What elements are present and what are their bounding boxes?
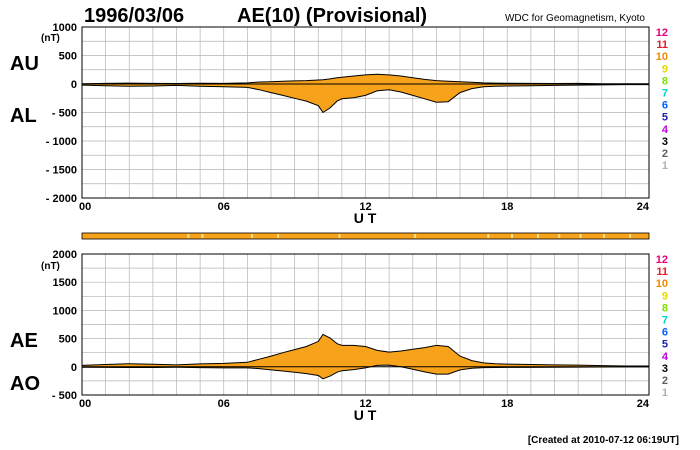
station-count-10: 10	[656, 278, 668, 290]
y-axis-top: 1000 500 0 - 500 - 1000 - 1500 - 2000	[46, 22, 77, 205]
station-count-9: 9	[662, 290, 668, 302]
station-count-8: 8	[662, 75, 668, 87]
station-count-7: 7	[662, 88, 668, 100]
station-count-11: 11	[656, 39, 668, 51]
y-tick-label: - 1000	[46, 136, 77, 148]
ao-label: AO	[10, 373, 40, 395]
y-tick-label: 2000	[53, 249, 77, 261]
y-tick-label: 500	[59, 51, 77, 63]
al-label: AL	[10, 105, 37, 127]
y-tick-label: - 500	[52, 390, 77, 402]
station-count-2: 2	[662, 375, 668, 387]
station-count-1: 1	[662, 160, 668, 172]
station-count-7: 7	[662, 315, 668, 327]
y-tick-label: 1000	[53, 22, 77, 34]
source-label: WDC for Geomagnetism, Kyoto	[505, 13, 645, 24]
station-count-6: 6	[662, 100, 668, 112]
station-count-12: 12	[656, 254, 668, 266]
x-tick-label: 24	[637, 201, 650, 213]
station-count-8: 8	[662, 302, 668, 314]
x-axis-top: 00 06 12 18 24	[79, 201, 650, 213]
created-timestamp: [Created at 2010-07-12 06:19UT]	[528, 435, 679, 446]
plot-frame-top	[81, 26, 650, 199]
y-tick-label: 1500	[53, 277, 77, 289]
station-count-1: 1	[662, 387, 668, 399]
ae-label: AE	[10, 330, 38, 352]
x-tick-label: 00	[79, 398, 91, 410]
ae-ao-plot	[81, 333, 649, 380]
plot-frame-bottom	[81, 253, 650, 396]
x-tick-label: 12	[359, 398, 371, 410]
station-count-3: 3	[662, 136, 668, 148]
station-count-12: 12	[656, 27, 668, 39]
series-line-ae	[81, 333, 649, 367]
station-count-5: 5	[662, 112, 668, 124]
series-line-ao	[81, 364, 649, 380]
y-tick-label: 0	[71, 362, 77, 374]
y-tick-label: 0	[71, 79, 77, 91]
station-count-2: 2	[662, 148, 668, 160]
station-count-9: 9	[662, 63, 668, 75]
date-title: 1996/03/06	[84, 5, 184, 27]
x-axis-bottom: 00 06 12 18 24	[79, 398, 650, 410]
y-tick-label: - 1500	[46, 165, 77, 177]
station-count-3: 3	[662, 363, 668, 375]
au-label: AU	[10, 53, 39, 75]
x-tick-label: 18	[501, 201, 513, 213]
series-line-al	[81, 84, 649, 114]
station-count-10: 10	[656, 51, 668, 63]
au-al-plot	[81, 73, 649, 114]
unit-label-top: (nT)	[41, 33, 60, 44]
station-count-4: 4	[662, 124, 669, 136]
grid-bottom	[82, 254, 649, 395]
station-count-4: 4	[662, 351, 669, 363]
x-axis-title-top: U T	[354, 210, 377, 226]
station-count-11: 11	[656, 266, 668, 278]
y-axis-bottom: 2000 1500 1000 500 0 - 500	[52, 249, 77, 402]
unit-label-bottom: (nT)	[41, 261, 60, 272]
y-tick-label: - 2000	[46, 193, 77, 205]
x-axis-title-bottom: U T	[354, 407, 377, 423]
data-coverage-strip	[81, 232, 650, 240]
station-count-6: 6	[662, 327, 668, 339]
x-tick-label: 06	[218, 398, 230, 410]
x-tick-label: 06	[218, 201, 230, 213]
y-tick-label: - 500	[52, 108, 77, 120]
x-tick-label: 24	[637, 398, 650, 410]
series-line-au	[81, 73, 649, 85]
station-count-5: 5	[662, 339, 668, 351]
x-tick-label: 18	[501, 398, 513, 410]
grid-top	[82, 27, 649, 198]
y-tick-label: 1000	[53, 305, 77, 317]
y-tick-label: 500	[59, 334, 77, 346]
index-title: AE(10) (Provisional)	[237, 5, 427, 27]
x-tick-label: 12	[359, 201, 371, 213]
x-tick-label: 00	[79, 201, 91, 213]
